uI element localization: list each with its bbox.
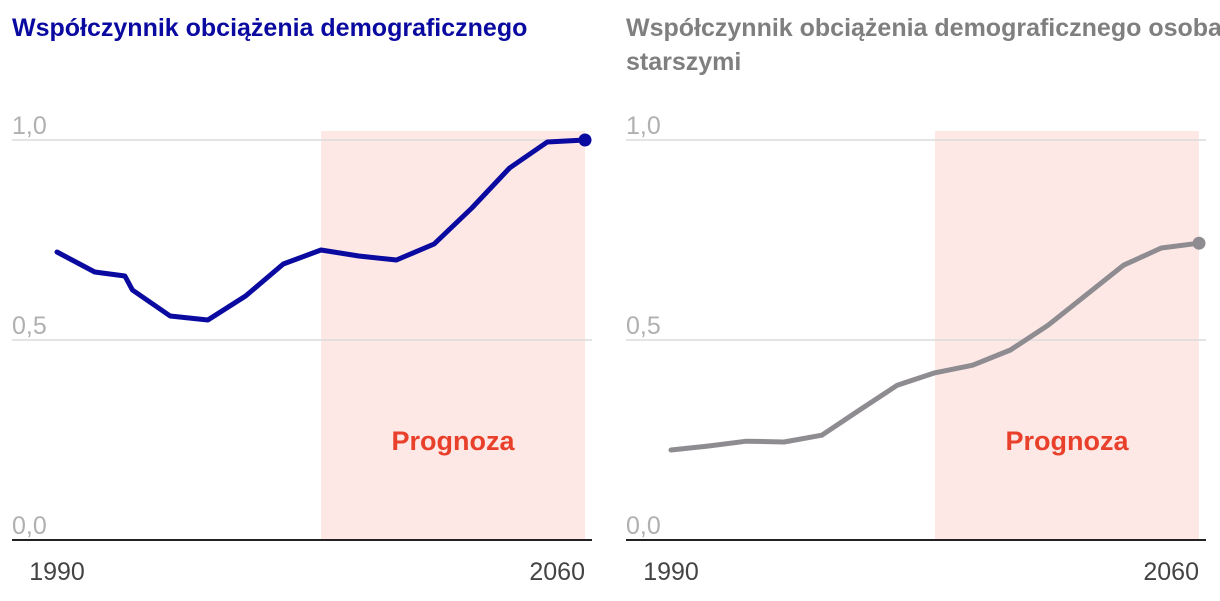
x-tick-label: 2060 bbox=[529, 558, 585, 586]
title-line: Współczynnik obciążenia demograficznego … bbox=[626, 14, 1220, 42]
chart-title: Współczynnik obciążenia demograficznego … bbox=[626, 14, 1220, 76]
forecast-region bbox=[321, 131, 585, 540]
line bbox=[54, 137, 588, 323]
panel: Współczynnik obciążenia demograficznego P… bbox=[12, 14, 592, 586]
title-line: starszymi bbox=[626, 48, 741, 76]
line bbox=[668, 240, 1202, 453]
y-tick-label: 0,5 bbox=[12, 312, 47, 340]
end-point bbox=[578, 133, 592, 147]
forecast-label: Prognoza bbox=[391, 426, 515, 456]
y-tick-label: 1,0 bbox=[12, 112, 47, 140]
forecast-label: Prognoza bbox=[1005, 426, 1129, 456]
forecast-region bbox=[935, 131, 1199, 540]
y-tick-label: 0,5 bbox=[626, 312, 661, 340]
end-point bbox=[1192, 236, 1206, 250]
y-tick-label: 0,0 bbox=[626, 512, 661, 540]
x-tick-label: 1990 bbox=[643, 558, 699, 586]
x-tick-label: 1990 bbox=[29, 558, 85, 586]
chart-title: Współczynnik obciążenia demograficznego bbox=[12, 14, 527, 42]
panel: Współczynnik obciążenia demograficznego … bbox=[626, 14, 1220, 586]
x-tick-label: 2060 bbox=[1143, 558, 1199, 586]
y-tick-label: 0,0 bbox=[12, 512, 47, 540]
y-tick-label: 1,0 bbox=[626, 112, 661, 140]
